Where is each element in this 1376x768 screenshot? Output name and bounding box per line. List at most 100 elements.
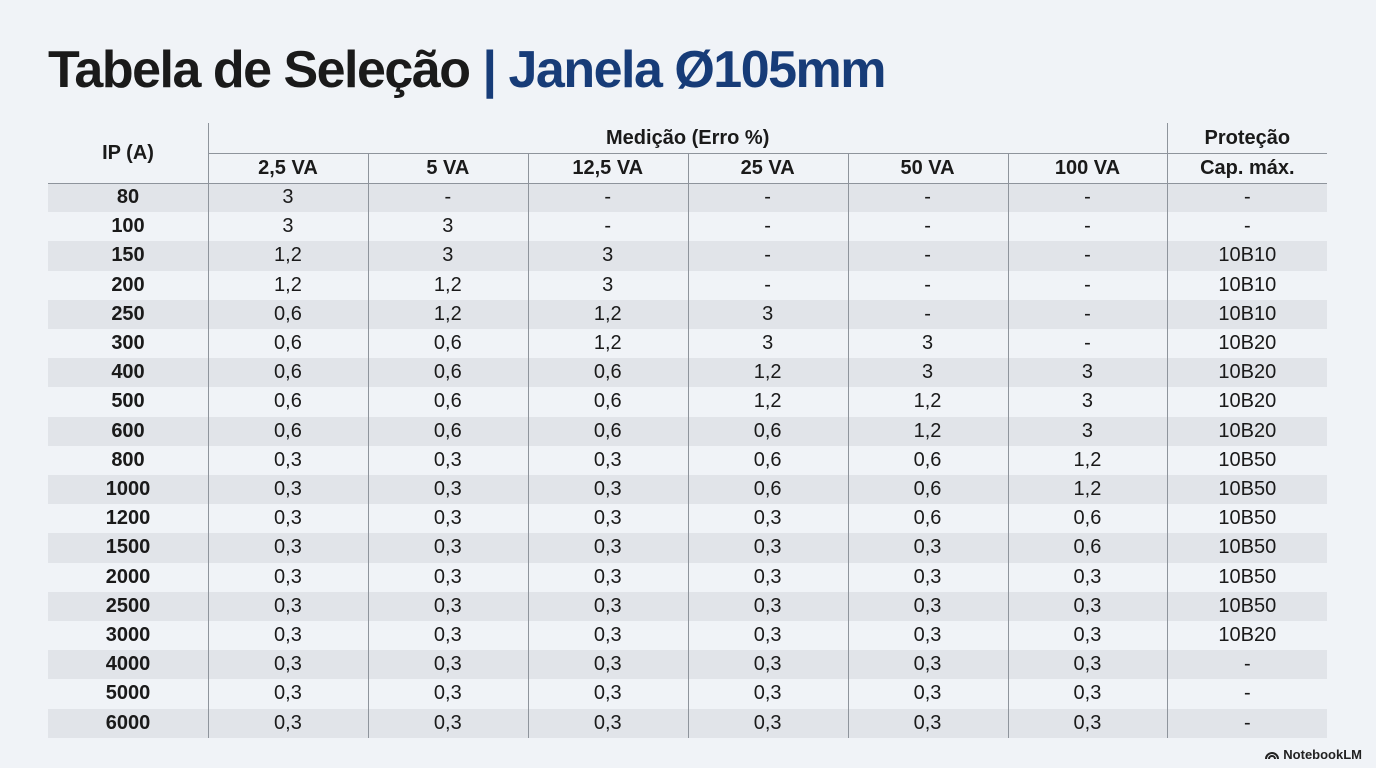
watermark-icon xyxy=(1265,751,1280,759)
title-accent: Janela Ø105mm xyxy=(508,41,887,99)
row-shade xyxy=(48,708,1328,738)
table-cell: 1,2 xyxy=(753,361,782,384)
table-cell: 10B20 xyxy=(1218,624,1277,647)
column-rule xyxy=(687,153,689,738)
table-cell: 1,2 xyxy=(433,273,462,296)
column-rule xyxy=(1167,123,1169,738)
table-cell: 0,6 xyxy=(274,332,302,355)
row-label: 3000 xyxy=(105,624,151,647)
table-cell: 10B50 xyxy=(1218,536,1277,559)
table-cell: 3 xyxy=(602,244,614,267)
table-cell: 3 xyxy=(442,215,454,238)
table-cell: - xyxy=(764,215,771,238)
table-cell: 0,3 xyxy=(593,594,622,617)
header-column: 25 VA xyxy=(740,156,795,179)
row-shade xyxy=(48,299,1328,329)
header-column: 2,5 VA xyxy=(258,156,318,179)
table-cell: 0,6 xyxy=(753,419,782,442)
watermark: NotebookLM xyxy=(1265,747,1362,762)
table-cell: 3 xyxy=(442,244,454,267)
table-cell: - xyxy=(924,215,931,238)
table-cell: 0,3 xyxy=(753,682,782,705)
table-cell: 0,3 xyxy=(1073,594,1102,617)
table-cell: 0,3 xyxy=(913,711,942,734)
table-cell: 0,3 xyxy=(753,536,782,559)
row-label: 5000 xyxy=(105,682,151,705)
table-cell: - xyxy=(764,273,771,296)
row-label: 500 xyxy=(111,390,145,413)
table-cell: 0,3 xyxy=(433,536,462,559)
table-cell: 1,2 xyxy=(433,302,462,325)
table-cell: 0,3 xyxy=(274,507,302,530)
table-cell: 3 xyxy=(1081,419,1093,442)
table-cell: 0,3 xyxy=(1073,653,1102,676)
table-cell: 1,2 xyxy=(1073,448,1102,471)
table-cell: - xyxy=(1244,186,1251,209)
table-cell: - xyxy=(604,186,612,209)
table-cell: 1,2 xyxy=(274,273,302,296)
table-cell: - xyxy=(764,244,771,267)
table-cell: 1,2 xyxy=(913,390,942,413)
row-shade xyxy=(48,183,1328,213)
header-group: Medição (Erro %) xyxy=(606,126,770,149)
column-rule xyxy=(208,123,209,738)
table-cell: 0,3 xyxy=(433,682,462,705)
table-cell: 0,3 xyxy=(274,448,302,471)
table-cell: 3 xyxy=(282,186,294,209)
header-column: 5 VA xyxy=(426,156,470,179)
table-cell: 0,3 xyxy=(1073,682,1102,705)
table-cell: 10B20 xyxy=(1218,332,1277,355)
table-cell: - xyxy=(1084,244,1091,267)
table-cell: 0,3 xyxy=(913,565,942,588)
table-cell: - xyxy=(924,273,931,296)
column-rule xyxy=(847,153,849,738)
row-label: 1500 xyxy=(105,536,151,559)
row-label: 600 xyxy=(111,419,145,442)
header-rule xyxy=(48,183,1328,184)
row-label: 2500 xyxy=(105,594,151,617)
table-cell: 0,3 xyxy=(274,711,302,734)
table-cell: 0,6 xyxy=(753,478,782,501)
table-cell: 0,6 xyxy=(274,419,302,442)
table-cell: 0,3 xyxy=(593,478,622,501)
table-cell: 0,3 xyxy=(593,624,622,647)
table-cell: 0,3 xyxy=(1073,711,1102,734)
table-cell: 0,3 xyxy=(913,536,942,559)
table-cell: 0,3 xyxy=(274,682,302,705)
table-cell: - xyxy=(1084,332,1091,355)
table-cell: 0,3 xyxy=(433,565,462,588)
header-rule xyxy=(208,153,1328,154)
table-cell: 0,3 xyxy=(274,594,302,617)
row-shade xyxy=(48,650,1328,680)
table-cell: 0,3 xyxy=(1073,565,1102,588)
table-cell: 0,3 xyxy=(753,594,782,617)
table-cell: 3 xyxy=(1081,390,1093,413)
row-label: 300 xyxy=(111,332,145,355)
header-protection: Proteção xyxy=(1204,126,1291,149)
column-rule xyxy=(367,153,369,738)
table-cell: 0,6 xyxy=(1073,507,1102,530)
table-cell: 0,3 xyxy=(913,682,942,705)
header-column: 50 VA xyxy=(900,156,955,179)
table-cell: 0,3 xyxy=(274,536,302,559)
table-cell: 0,3 xyxy=(913,653,942,676)
table-cell: 3 xyxy=(921,361,934,384)
table-cell: 0,3 xyxy=(274,653,302,676)
table-cell: 3 xyxy=(1081,361,1093,384)
table-cell: - xyxy=(924,302,931,325)
table-cell: 0,3 xyxy=(913,594,942,617)
row-label: 150 xyxy=(111,244,145,267)
table-cell: 1,2 xyxy=(593,332,622,355)
row-shade xyxy=(48,358,1328,388)
table-cell: 0,6 xyxy=(593,361,622,384)
table-cell: 0,3 xyxy=(593,653,622,676)
row-shade xyxy=(48,533,1328,563)
table-cell: 0,6 xyxy=(433,390,462,413)
table-cell: 1,2 xyxy=(1073,478,1102,501)
column-rule xyxy=(1007,153,1009,738)
table-cell: 0,6 xyxy=(433,361,462,384)
table-cell: 1,2 xyxy=(753,390,782,413)
table-cell: 10B20 xyxy=(1218,361,1277,384)
row-label: 4000 xyxy=(105,653,151,676)
